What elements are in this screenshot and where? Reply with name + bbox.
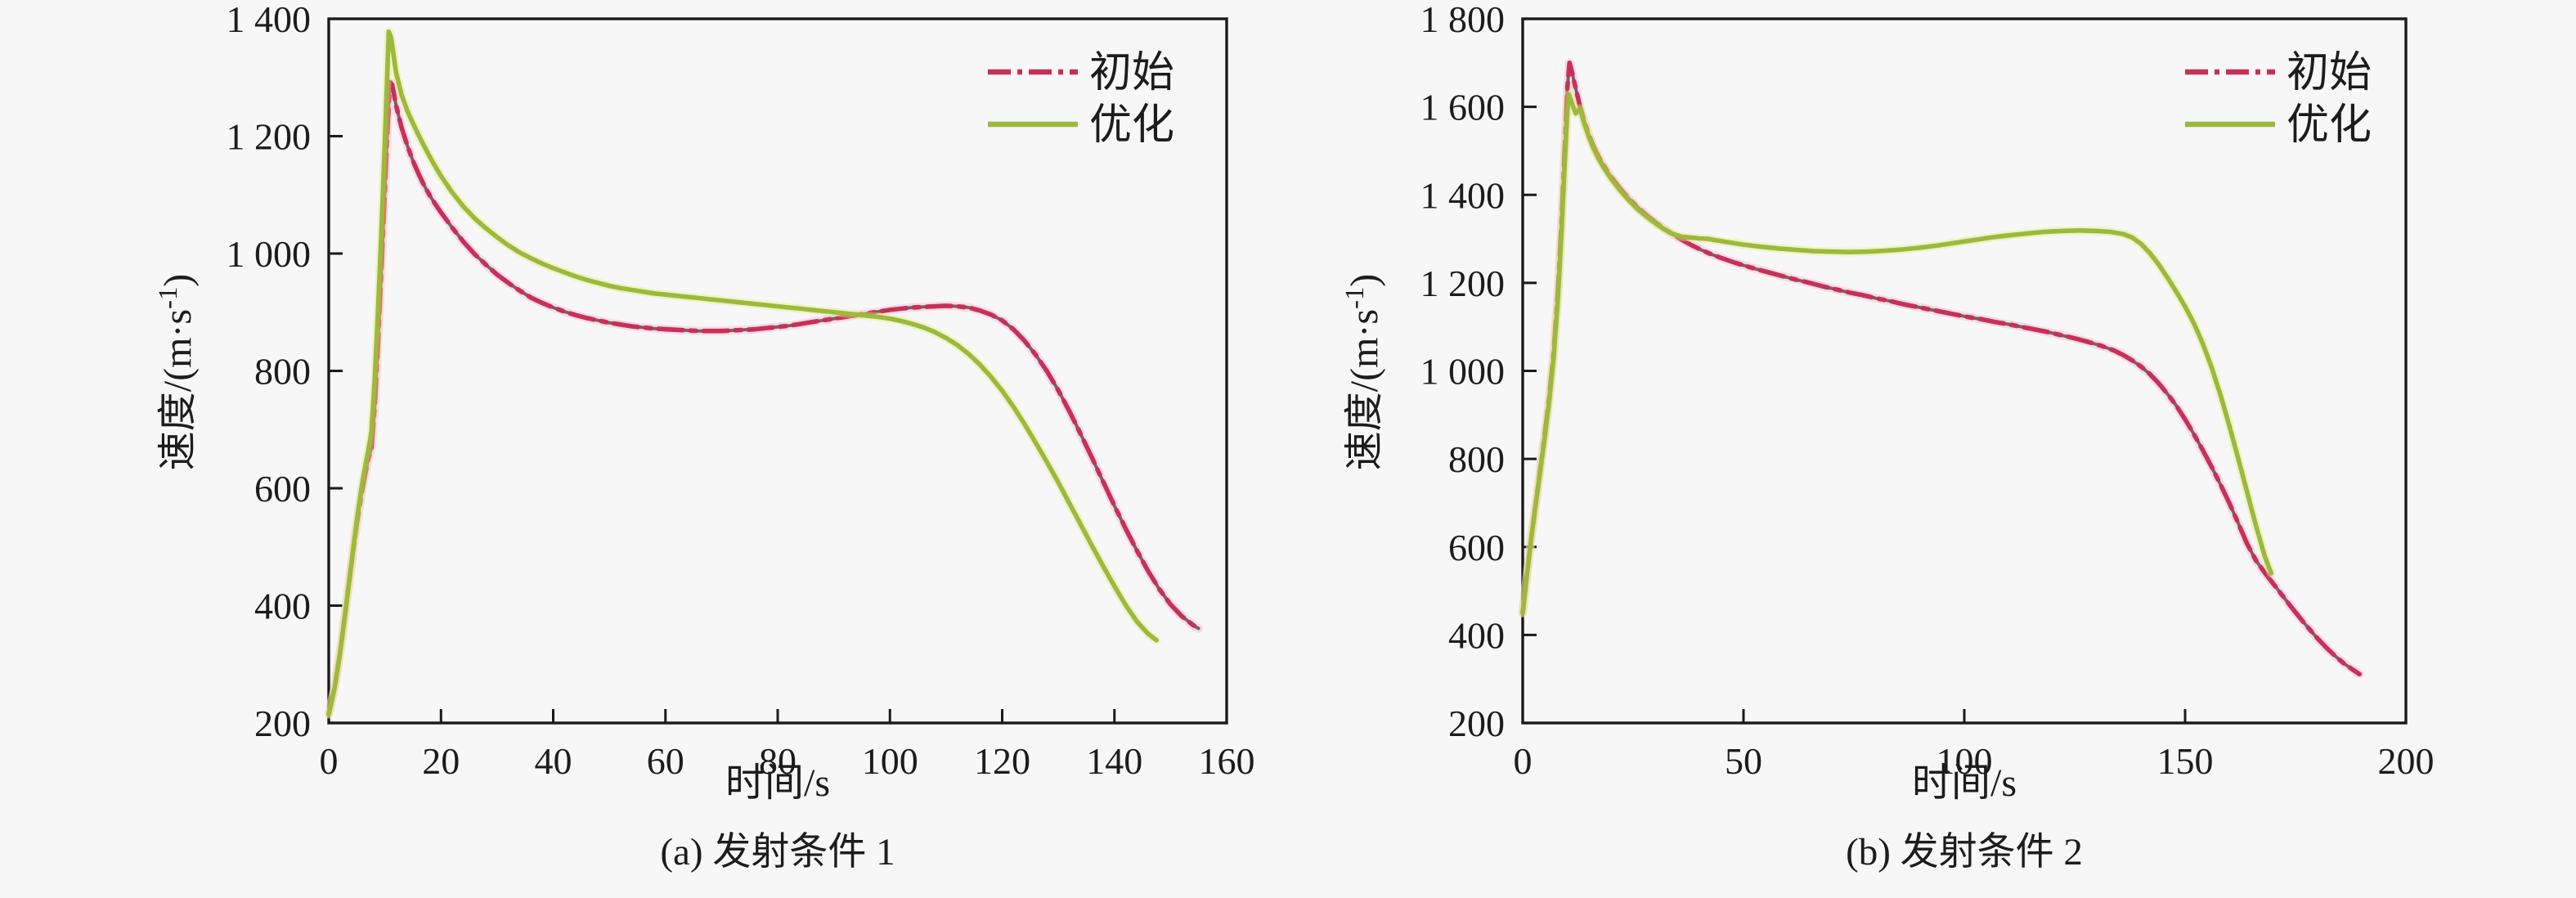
- y-axis-label-close: ): [1343, 273, 1386, 287]
- series-initial-line-halo: [1518, 58, 2364, 679]
- chart-caption: (a) 发射条件 1: [660, 831, 895, 873]
- y-tick-label: 800: [1448, 438, 1505, 480]
- chart-b: 0 50 100 150 200 1 800 1 600 1 400 1 200 1 000 800…: [1288, 0, 2576, 898]
- y-tick-label: 600: [254, 468, 311, 510]
- series-initial-line-under: [327, 80, 1200, 716]
- legend-item: 初始: [988, 50, 1174, 97]
- chart-b-canvas: 0 50 100 150 200 1 800 1 600 1 400 1 200 1 000 800…: [1420, 0, 2435, 782]
- x-tick-label: 0: [1514, 740, 1533, 782]
- legend-item: 优化: [988, 102, 1174, 149]
- series-initial-line-under: [1521, 61, 2362, 676]
- x-tick-label: 140: [1086, 740, 1142, 782]
- series-optimized-line: [326, 29, 1159, 716]
- y-tick-label: 1 200: [1420, 263, 1506, 304]
- series-optimized-line: [1520, 92, 2274, 616]
- legend-label: 初始: [1089, 50, 1174, 97]
- series-initial-line: [1520, 61, 2363, 677]
- legend-item: 优化: [2185, 102, 2372, 149]
- series-optimized-line-halo: [324, 27, 1161, 719]
- x-tick-label: 50: [1725, 740, 1762, 782]
- x-tick-label: 0: [320, 740, 339, 782]
- x-axis-label: 时间/s: [1911, 761, 2017, 805]
- series-initial-line: [326, 79, 1201, 716]
- y-tick-label: 1 200: [227, 116, 312, 158]
- y-tick-label: 600: [1448, 527, 1505, 568]
- x-tick-label: 80: [759, 740, 797, 782]
- y-tick-label: 1 400: [227, 0, 312, 40]
- y-axis-label-text: 速度/(m·s: [1343, 308, 1386, 471]
- y-axis-label-exponent: -1: [154, 286, 183, 309]
- series-optimized-line-halo: [1518, 90, 2276, 617]
- chart-caption: (b) 发射条件 2: [1846, 831, 2083, 873]
- y-tick-label: 400: [254, 586, 311, 627]
- y-axis-label: 速度/(m·s-1): [1331, 274, 1389, 471]
- y-tick-label: 200: [254, 703, 311, 744]
- y-axis-label-exponent: -1: [1340, 286, 1370, 309]
- y-tick-label: 200: [1448, 703, 1505, 744]
- y-axis-label-close: ): [156, 273, 200, 287]
- y-tick-label: 1 600: [1420, 87, 1506, 128]
- x-tick-label: 200: [2378, 740, 2435, 782]
- chart-a-canvas: 0 20 40 60 80 100 120 140 160 1 400 1 200 1 000 800 6…: [227, 0, 1255, 782]
- x-tick-label: 60: [647, 740, 684, 782]
- legend-label: 优化: [2287, 102, 2372, 149]
- y-tick-label: 800: [254, 351, 311, 393]
- series-initial-line-halo: [324, 78, 1203, 719]
- y-tick-label: 400: [1448, 614, 1505, 656]
- y-axis-label: 速度/(m·s-1): [145, 274, 202, 471]
- y-tick-label: 1 400: [1420, 174, 1506, 216]
- x-axis-label: 时间/s: [725, 761, 831, 805]
- y-axis-label-text: 速度/(m·s: [156, 308, 200, 471]
- x-tick-label: 20: [422, 740, 460, 782]
- legend-label: 优化: [1089, 102, 1174, 149]
- y-tick-label: 1 800: [1420, 0, 1506, 40]
- chart-a: 0 20 40 60 80 100 120 140 160 1 400 1 200 1 000 800 6…: [145, 0, 1255, 873]
- x-tick-label: 100: [1936, 740, 1993, 782]
- y-tick-label: 1 000: [227, 233, 312, 275]
- x-tick-label: 160: [1199, 740, 1255, 782]
- x-tick-label: 100: [862, 740, 918, 782]
- y-tick-label: 1 000: [1420, 351, 1506, 393]
- x-tick-label: 120: [974, 740, 1030, 782]
- legend-label: 初始: [2287, 50, 2372, 97]
- x-tick-label: 150: [2157, 740, 2214, 782]
- x-tick-label: 40: [535, 740, 572, 782]
- legend-item: 初始: [2185, 50, 2372, 97]
